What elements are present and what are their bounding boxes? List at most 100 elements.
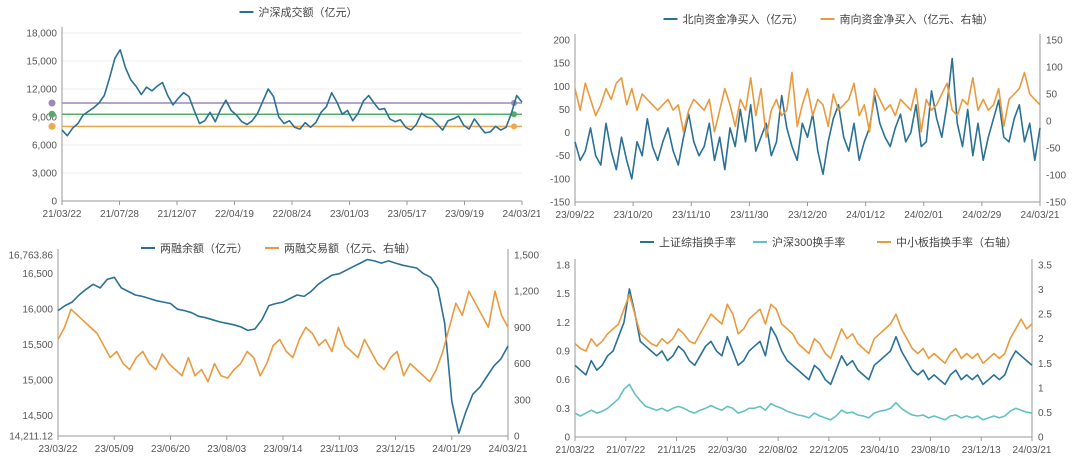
y-tick-label: 15,000 (22, 376, 53, 387)
x-tick-label: 23/05/09 (95, 444, 134, 455)
legend-label: 南向资金净买入（亿元、右轴） (840, 12, 994, 26)
y-tick-label: 15,000 (26, 57, 57, 68)
x-tick-label: 23/05/17 (388, 209, 427, 220)
x-tick-label: 22/12/05 (809, 445, 848, 456)
y2-tick-label: 0 (514, 432, 520, 443)
x-tick-label: 22/04/19 (215, 209, 254, 220)
legend-item[interactable]: 北向资金净买入（亿元） (663, 12, 804, 26)
series-line[interactable] (574, 71, 1041, 138)
y-tick-label: -50 (556, 151, 571, 162)
legend-item[interactable]: 沪深成交额（亿元） (239, 5, 358, 19)
x-tick-label: 24/03/21 (489, 444, 528, 455)
x-tick-label: 23/08/10 (911, 445, 950, 456)
x-tick-label: 23/11/10 (672, 210, 711, 221)
y2-tick-label: 300 (514, 395, 531, 406)
y-tick-label: 16,500 (22, 269, 53, 280)
x-tick-label: 23/11/03 (320, 444, 359, 455)
y2-tick-label: 2.5 (1038, 310, 1052, 321)
legend-item[interactable]: 两融余额（亿元） (141, 241, 248, 255)
x-tick-label: 21/07/28 (100, 209, 139, 220)
x-tick-label: 23/03/22 (39, 444, 78, 455)
legend-label: 中小板指换手率（右轴） (896, 235, 1017, 249)
x-tick-label: 21/03/22 (43, 209, 82, 220)
y-tick-label: 150 (553, 59, 570, 70)
chart-svg-1: 北向资金净买入（亿元） 南向资金净买入（亿元、右轴） -150 -100 -50 0 50 1… (550, 12, 1066, 221)
y-tick-label: 15,500 (22, 340, 53, 351)
x-tick-label: 24/02/01 (904, 210, 943, 221)
series-line[interactable] (574, 383, 1033, 421)
x-tick-label: 24/01/12 (846, 210, 885, 221)
turnover-rate-chart: 上证综指换手率 沪深300换手率 中小板指换手率（右轴） 0 0.3 0.6 0.9 1.2 1… (540, 229, 1080, 458)
y2-tick-label: -150 (1046, 198, 1066, 209)
y-tick-label: 0 (51, 197, 57, 208)
x-tick-label: 23/12/13 (962, 445, 1001, 456)
y-tick-label: 9,000 (32, 113, 57, 124)
series-line[interactable] (57, 290, 509, 383)
y-tick-label: 1.2 (556, 318, 570, 329)
y-tick-label: 0.9 (556, 347, 570, 358)
series-line[interactable] (61, 48, 523, 137)
reference-marker (48, 110, 56, 118)
y2-tick-label: 150 (1046, 36, 1063, 47)
reference-marker (511, 123, 517, 130)
x-tick-label: 24/03/21 (1021, 210, 1060, 221)
y-tick-label: 0 (564, 128, 570, 139)
x-tick-label: 21/07/22 (606, 445, 645, 456)
y2-tick-label: 1.5 (1038, 359, 1052, 370)
x-tick-label: 22/08/02 (759, 445, 798, 456)
legend-label: 沪深成交额（亿元） (259, 5, 358, 19)
chart-svg-2: 两融余额（亿元） 两融交易额（亿元、右轴） 14,211.12 14,500 15,00… (9, 241, 540, 455)
y2-tick-label: 2 (1038, 334, 1044, 345)
x-tick-label: 23/10/20 (614, 210, 653, 221)
x-tick-label: 23/04/10 (860, 445, 899, 456)
series-line[interactable] (574, 57, 1041, 180)
legend-item[interactable]: 中小板指换手率（右轴） (877, 235, 1017, 249)
y-tick-label: 18,000 (26, 29, 57, 40)
y2-tick-label: 3.5 (1038, 261, 1052, 272)
y-tick-label: 6,000 (32, 141, 57, 152)
x-tick-label: 24/03/21 (503, 209, 540, 220)
x-tick-label: 21/11/25 (657, 445, 696, 456)
x-tick-label: 24/01/29 (432, 444, 471, 455)
y2-tick-label: 1,500 (514, 251, 539, 262)
x-tick-label: 21/03/22 (556, 445, 595, 456)
legend-item[interactable]: 上证综指换手率 (640, 235, 736, 249)
y-tick-label: 0.6 (556, 375, 570, 386)
y2-tick-label: 0.5 (1038, 408, 1052, 419)
y-tick-label: -150 (550, 198, 570, 209)
legend-item[interactable]: 南向资金净买入（亿元、右轴） (820, 12, 994, 26)
turnover-chart: 沪深成交额（亿元） 0 3,000 6,000 9,000 12,000 15,000 18,… (0, 0, 541, 229)
y2-tick-label: 1 (1038, 383, 1044, 394)
y2-tick-label: 3 (1038, 285, 1044, 296)
reference-marker (48, 99, 56, 107)
x-tick-label: 24/02/29 (962, 210, 1001, 221)
legend-label: 北向资金净买入（亿元） (683, 12, 804, 26)
legend-label: 上证综指换手率 (659, 235, 736, 249)
y2-tick-label: 900 (514, 323, 531, 334)
series-line[interactable] (574, 293, 1033, 365)
y-tick-label: 100 (553, 82, 570, 93)
x-tick-label: 22/03/30 (708, 445, 747, 456)
y2-tick-label: 1,200 (514, 287, 539, 298)
chart-svg-3: 上证综指换手率 沪深300换手率 中小板指换手率（右轴） 0 0.3 0.6 0.9 1.2 1… (556, 235, 1053, 456)
x-tick-label: 23/12/20 (788, 210, 827, 221)
y2-tick-label: -50 (1046, 144, 1061, 155)
legend-item[interactable]: 沪深300换手率 (753, 235, 845, 249)
legend-label: 沪深300换手率 (772, 235, 845, 249)
y2-tick-label: 50 (1046, 90, 1058, 101)
x-tick-label: 21/12/07 (158, 209, 197, 220)
y-tick-label: 14,500 (22, 411, 53, 422)
y-tick-label: 0 (564, 433, 570, 444)
margin-financing-chart: 两融余额（亿元） 两融交易额（亿元、右轴） 14,211.12 14,500 15,00… (0, 229, 540, 458)
legend-label: 两融余额（亿元） (160, 241, 248, 255)
legend-item[interactable]: 两融交易额（亿元、右轴） (265, 241, 416, 255)
capital-flow-chart: 北向资金净买入（亿元） 南向资金净买入（亿元、右轴） -150 -100 -50 0 50 1… (540, 0, 1080, 229)
y-tick-label: 0.3 (556, 404, 570, 415)
series-line[interactable] (57, 258, 509, 434)
x-tick-label: 23/01/03 (330, 209, 369, 220)
y2-tick-label: 100 (1046, 63, 1063, 74)
series-line[interactable] (574, 288, 1033, 386)
x-tick-label: 23/11/30 (730, 210, 769, 221)
x-tick-label: 23/06/20 (151, 444, 190, 455)
x-tick-label: 23/09/19 (445, 209, 484, 220)
